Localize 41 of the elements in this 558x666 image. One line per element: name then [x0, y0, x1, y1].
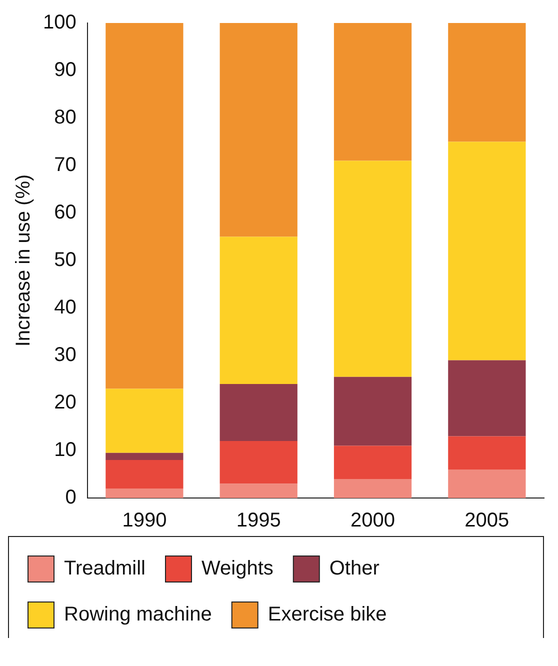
- y-tick-label: 40: [54, 296, 76, 319]
- y-tick-label: 0: [65, 486, 76, 509]
- bar: [220, 384, 298, 441]
- bar: [448, 436, 526, 470]
- y-tick-label: 90: [54, 59, 76, 82]
- y-axis-title: Increase in use (%): [12, 174, 35, 347]
- bar: [106, 460, 184, 488]
- x-tick-label: 1995: [236, 510, 281, 532]
- x-tick-label: 2005: [464, 510, 510, 532]
- bar: [220, 236, 298, 384]
- legend-label: Treadmill: [64, 558, 146, 580]
- bar: [334, 376, 412, 446]
- legend-label: Rowing machine: [64, 604, 212, 626]
- bar: [106, 23, 184, 389]
- legend-label: Weights: [201, 558, 274, 580]
- bar: [106, 488, 184, 498]
- y-tick-label: 70: [54, 154, 76, 176]
- y-tick-label: 100: [42, 12, 76, 34]
- bar: [334, 23, 412, 161]
- bar: [106, 388, 184, 453]
- bar: [106, 452, 184, 460]
- bar: [448, 23, 526, 142]
- y-tick-label: 50: [54, 249, 76, 272]
- y-tick-label: 30: [54, 344, 76, 366]
- bar: [448, 360, 526, 436]
- x-tick-label: 1990: [122, 510, 167, 532]
- bar: [334, 479, 412, 498]
- y-tick-label: 80: [54, 106, 76, 129]
- legend-label: Other: [329, 558, 380, 580]
- bar: [220, 441, 298, 484]
- legend-label: Exercise bike: [268, 604, 387, 626]
- bar: [448, 470, 526, 498]
- y-tick-label: 10: [54, 439, 76, 462]
- bar: [220, 484, 298, 498]
- bar: [220, 23, 298, 237]
- x-tick-label: 2000: [350, 510, 396, 532]
- bar: [334, 446, 412, 479]
- bar: [334, 160, 412, 377]
- y-tick-label: 20: [54, 392, 76, 414]
- bar: [448, 142, 526, 360]
- y-tick-label: 60: [54, 202, 76, 224]
